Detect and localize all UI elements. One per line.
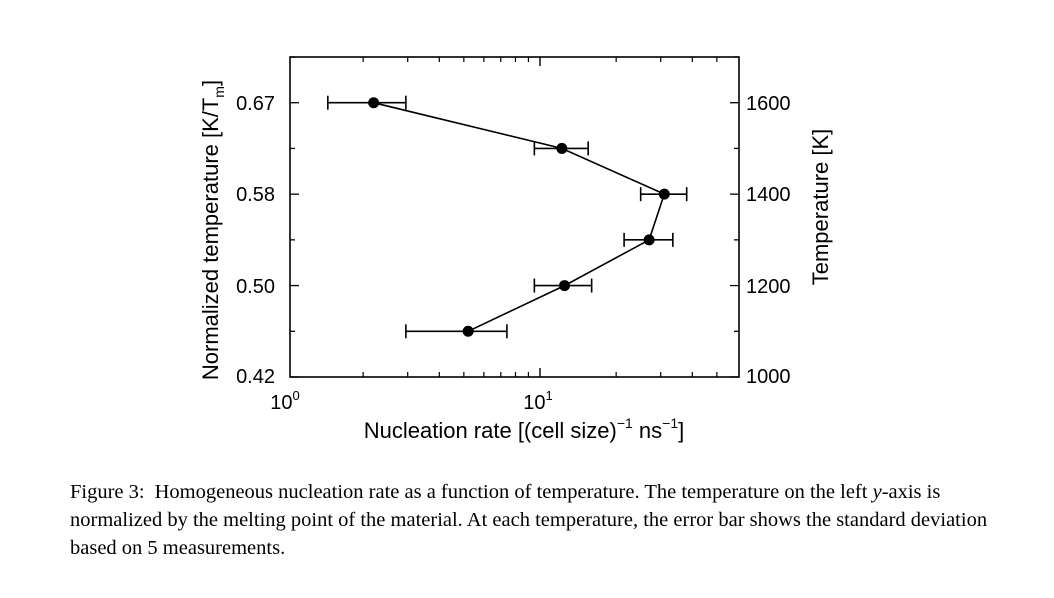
x-axis-label: Nucleation rate [(cell size)−1 ns−1]: [364, 415, 685, 443]
y-right-tick-label-1: 1200: [746, 276, 791, 298]
series-line: [373, 101, 666, 333]
caption-label: Figure 3:: [70, 481, 145, 503]
y-tick-label-3: 0.67: [236, 93, 275, 115]
data-point: [643, 234, 655, 246]
data-point: [559, 280, 571, 292]
x-tick-label-0: 100: [270, 388, 299, 414]
y-right-tick-label-0: 1000: [746, 366, 791, 388]
minor-ticks: [362, 57, 718, 377]
y-axis-label-right: Temperature [K]: [808, 129, 833, 286]
figure-caption: Figure 3: Homogeneous nucleation rate as …: [70, 478, 990, 562]
y-tick-label-0: 0.42: [236, 366, 275, 388]
axis-ticks: [290, 56, 739, 378]
nucleation-chart: 0.42 0.50 0.58 0.67 1000 1200 1400 1600 …: [198, 56, 833, 443]
data-point: [368, 97, 380, 109]
caption-text-b: -axis is normalized by the melting point…: [70, 481, 988, 559]
y-axis-label-left: Normalized temperature [K/Tm]: [198, 80, 227, 380]
y-right-tick-label-2: 1400: [746, 184, 791, 206]
caption-text-a: Homogeneous nucleation rate as a functio…: [154, 481, 873, 503]
x-tick-label-1: 101: [523, 388, 552, 414]
plot-frame: [289, 56, 740, 378]
data-point: [658, 188, 670, 200]
y-tick-label-2: 0.58: [236, 184, 275, 206]
y-right-tick-label-3: 1600: [746, 93, 791, 115]
data-layer: [327, 95, 688, 339]
y-tick-label-1: 0.50: [236, 276, 275, 298]
caption-variable: y: [872, 481, 882, 503]
data-point: [462, 325, 474, 337]
data-point: [556, 142, 568, 154]
